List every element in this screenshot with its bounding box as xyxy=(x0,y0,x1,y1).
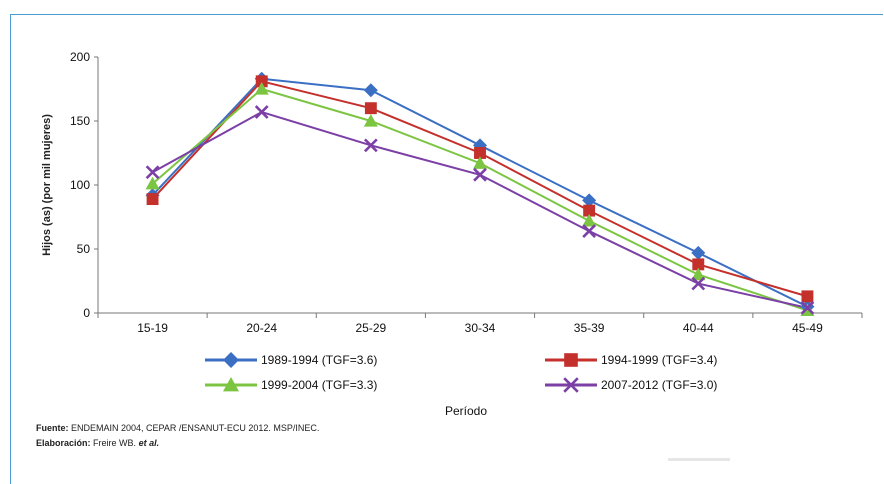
legend-marker xyxy=(223,377,239,392)
x-tick-label: 20-24 xyxy=(246,321,277,335)
x-tick-label: 40-44 xyxy=(683,321,714,335)
data-point-s3 xyxy=(254,82,269,95)
series-line-2 xyxy=(151,80,808,298)
legend-label: 1999-2004 (TGF=3.3) xyxy=(261,378,377,392)
x-axis-title: Período xyxy=(445,404,487,418)
data-point-s2 xyxy=(474,147,486,159)
x-tick-label: 35-39 xyxy=(574,321,605,335)
legend-marker xyxy=(563,377,579,393)
data-point-s4 xyxy=(691,276,706,291)
legend-label: 1994-1999 (TGF=3.4) xyxy=(601,353,717,367)
legend-label: 2007-2012 (TGF=3.0) xyxy=(601,378,717,392)
data-point-s4 xyxy=(254,105,269,119)
data-point-s2 xyxy=(801,290,814,303)
data-point-s1 xyxy=(582,193,597,208)
y-tick-label: 50 xyxy=(77,242,91,256)
x-tick-label: 45-49 xyxy=(792,321,823,335)
data-point-s2 xyxy=(583,204,596,217)
data-point-s4 xyxy=(473,167,487,182)
scan-smudge xyxy=(668,458,730,461)
data-point-s4 xyxy=(145,165,160,180)
legend-label: 1989-1994 (TGF=3.6) xyxy=(261,353,377,367)
credit-text: Freire WB. xyxy=(93,438,137,448)
data-point-s3 xyxy=(473,156,487,169)
x-tick-label: 30-34 xyxy=(465,321,496,335)
credit-note: Elaboración: Freire WB. et al. xyxy=(36,438,159,448)
data-point-s2 xyxy=(364,102,377,115)
credit-label: Elaboración: xyxy=(36,438,91,448)
y-tick-label: 0 xyxy=(83,306,90,320)
credit-etal: et al. xyxy=(138,438,160,448)
data-point-s1 xyxy=(363,83,378,98)
series-line-1 xyxy=(151,77,808,308)
data-point-s3 xyxy=(363,114,378,127)
y-tick-label: 200 xyxy=(70,50,90,64)
legend-marker xyxy=(223,352,239,368)
x-tick-label: 15-19 xyxy=(137,321,168,335)
data-point-s2 xyxy=(255,75,268,88)
data-point-s4 xyxy=(800,301,815,315)
y-axis-title: Hijos (as) (por mil mujeres) xyxy=(41,114,53,256)
y-tick-label: 100 xyxy=(70,178,90,192)
x-tick-label: 25-29 xyxy=(356,321,387,335)
data-point-s2 xyxy=(146,193,159,206)
source-text: ENDEMAIN 2004, CEPAR /ENSANUT-ECU 2012. … xyxy=(71,423,320,433)
data-point-s3 xyxy=(691,267,706,281)
data-point-s4 xyxy=(363,138,378,153)
chart-frame xyxy=(10,14,883,484)
source-label: Fuente: xyxy=(36,423,69,433)
data-point-s3 xyxy=(145,176,160,190)
data-point-s4 xyxy=(582,224,597,238)
data-point-s1 xyxy=(691,245,706,260)
source-note: Fuente: ENDEMAIN 2004, CEPAR /ENSANUT-EC… xyxy=(36,423,319,433)
data-point-s3 xyxy=(582,213,597,227)
legend-marker xyxy=(564,353,578,367)
series-line-3 xyxy=(151,87,808,312)
data-point-s2 xyxy=(692,258,705,271)
y-tick-label: 150 xyxy=(70,114,90,128)
